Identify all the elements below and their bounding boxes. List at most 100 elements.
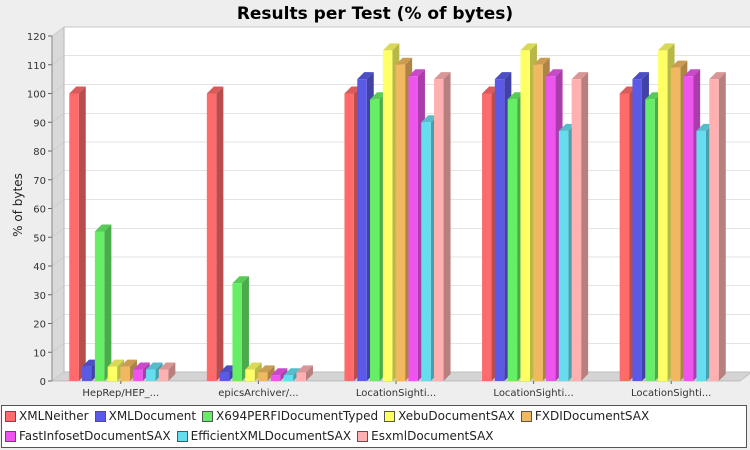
bar	[408, 76, 418, 381]
bar	[571, 79, 582, 381]
bar	[520, 50, 530, 381]
bar-top	[219, 365, 237, 373]
bar-top	[283, 368, 301, 376]
chart: Results per Test (% of bytes) % of bytes…	[11, 4, 750, 399]
legend-item: XMLDocument	[94, 409, 197, 423]
legend-item: X694PERFIDocumentTyped	[202, 409, 378, 423]
bar-side	[254, 362, 262, 381]
bar-top	[107, 359, 125, 367]
legend-swatch	[94, 410, 106, 422]
bar-top	[434, 72, 451, 80]
bar-side	[104, 224, 112, 381]
bar	[283, 375, 294, 381]
y-tick-label: 0	[40, 377, 46, 388]
y-tick-label: 40	[33, 262, 46, 273]
bar	[120, 366, 130, 381]
bar-top	[382, 43, 400, 51]
bar-top	[482, 86, 499, 94]
bar	[146, 369, 156, 381]
y-tick-label: 80	[33, 147, 46, 158]
x-tick-label: LocationSighti...	[493, 388, 573, 399]
gridline-side	[51, 371, 65, 382]
bar	[546, 76, 556, 381]
x-tick-label: epicsArchiver/...	[218, 388, 298, 399]
bar	[670, 67, 681, 381]
bar-top	[709, 72, 726, 80]
bar-side	[241, 276, 249, 381]
gridline-side	[51, 199, 65, 209]
legend-swatch	[176, 430, 188, 442]
bar-top	[494, 72, 512, 80]
x-tick-label: HepRep/HEP_...	[82, 388, 159, 399]
legend-swatch	[202, 410, 214, 422]
bar	[344, 93, 354, 381]
bar-top	[520, 43, 537, 51]
gridline-side	[51, 55, 65, 65]
bar	[645, 99, 655, 381]
bar-top	[408, 69, 425, 77]
bar-top	[270, 368, 288, 376]
bar	[206, 93, 217, 381]
bar	[619, 93, 630, 381]
gridline-side	[51, 256, 65, 267]
y-tick-label: 120	[27, 32, 46, 43]
bar	[219, 372, 230, 381]
gridline-side	[51, 26, 65, 37]
bar	[533, 64, 543, 381]
bar-top	[69, 86, 86, 94]
gridline-side	[51, 113, 65, 123]
gridline-side	[51, 228, 65, 238]
bar-side	[267, 365, 275, 381]
bar	[82, 366, 92, 381]
bar	[658, 50, 668, 381]
bar-top	[421, 115, 438, 123]
bar	[232, 283, 242, 381]
bar-top	[245, 362, 262, 370]
x-tick-label: LocationSighti...	[356, 388, 436, 399]
bar-top	[370, 92, 387, 100]
legend-row-1: XMLNeither XMLDocument X694PERFIDocumentTy…	[2, 406, 746, 426]
chart-title: Results per Test (% of bytes)	[237, 4, 513, 24]
bar	[245, 369, 255, 381]
y-tick-label: 70	[33, 176, 46, 187]
bar	[421, 122, 431, 381]
legend-label: FXDIDocumentSAX	[534, 409, 650, 423]
bar	[69, 93, 79, 381]
bar	[494, 79, 505, 381]
legend-item: EfficientXMLDocumentSAX	[176, 429, 352, 443]
y-tick-label: 10	[33, 348, 46, 359]
bar-top	[232, 276, 249, 284]
bar-side	[78, 86, 86, 381]
bar-side	[168, 362, 176, 381]
bar-top	[507, 92, 525, 100]
legend-label: XebuDocumentSAX	[398, 409, 515, 423]
bar-top	[533, 57, 550, 65]
y-tick-label: 20	[33, 320, 46, 331]
y-tick-label: 50	[33, 233, 46, 244]
legend-item: FXDIDocumentSAX	[520, 409, 650, 423]
legend-label: FastInfosetDocumentSAX	[19, 429, 171, 443]
bar	[482, 93, 492, 381]
bar	[709, 79, 719, 381]
bar	[395, 64, 406, 381]
bar	[370, 99, 380, 381]
legend-label: EfficientXMLDocumentSAX	[190, 429, 352, 443]
legend-label: XMLNeither	[19, 409, 89, 423]
legend-label: EsxmlDocumentSAX	[371, 429, 494, 443]
bar	[507, 99, 518, 381]
legend-item: EsxmlDocumentSAX	[357, 429, 494, 443]
y-tick-label: 100	[27, 90, 46, 101]
legend-label: XMLDocument	[108, 409, 197, 423]
bar	[632, 79, 642, 381]
bar	[296, 372, 306, 381]
gridline-side	[51, 285, 65, 295]
bar-side	[443, 72, 451, 381]
bar-top	[632, 72, 649, 80]
bar-top	[357, 72, 374, 80]
bar	[94, 231, 105, 381]
gridline-side	[51, 141, 65, 152]
bar-top	[696, 123, 713, 131]
legend-swatch	[384, 410, 396, 422]
bar-top	[94, 224, 112, 232]
bar-top	[258, 365, 275, 373]
